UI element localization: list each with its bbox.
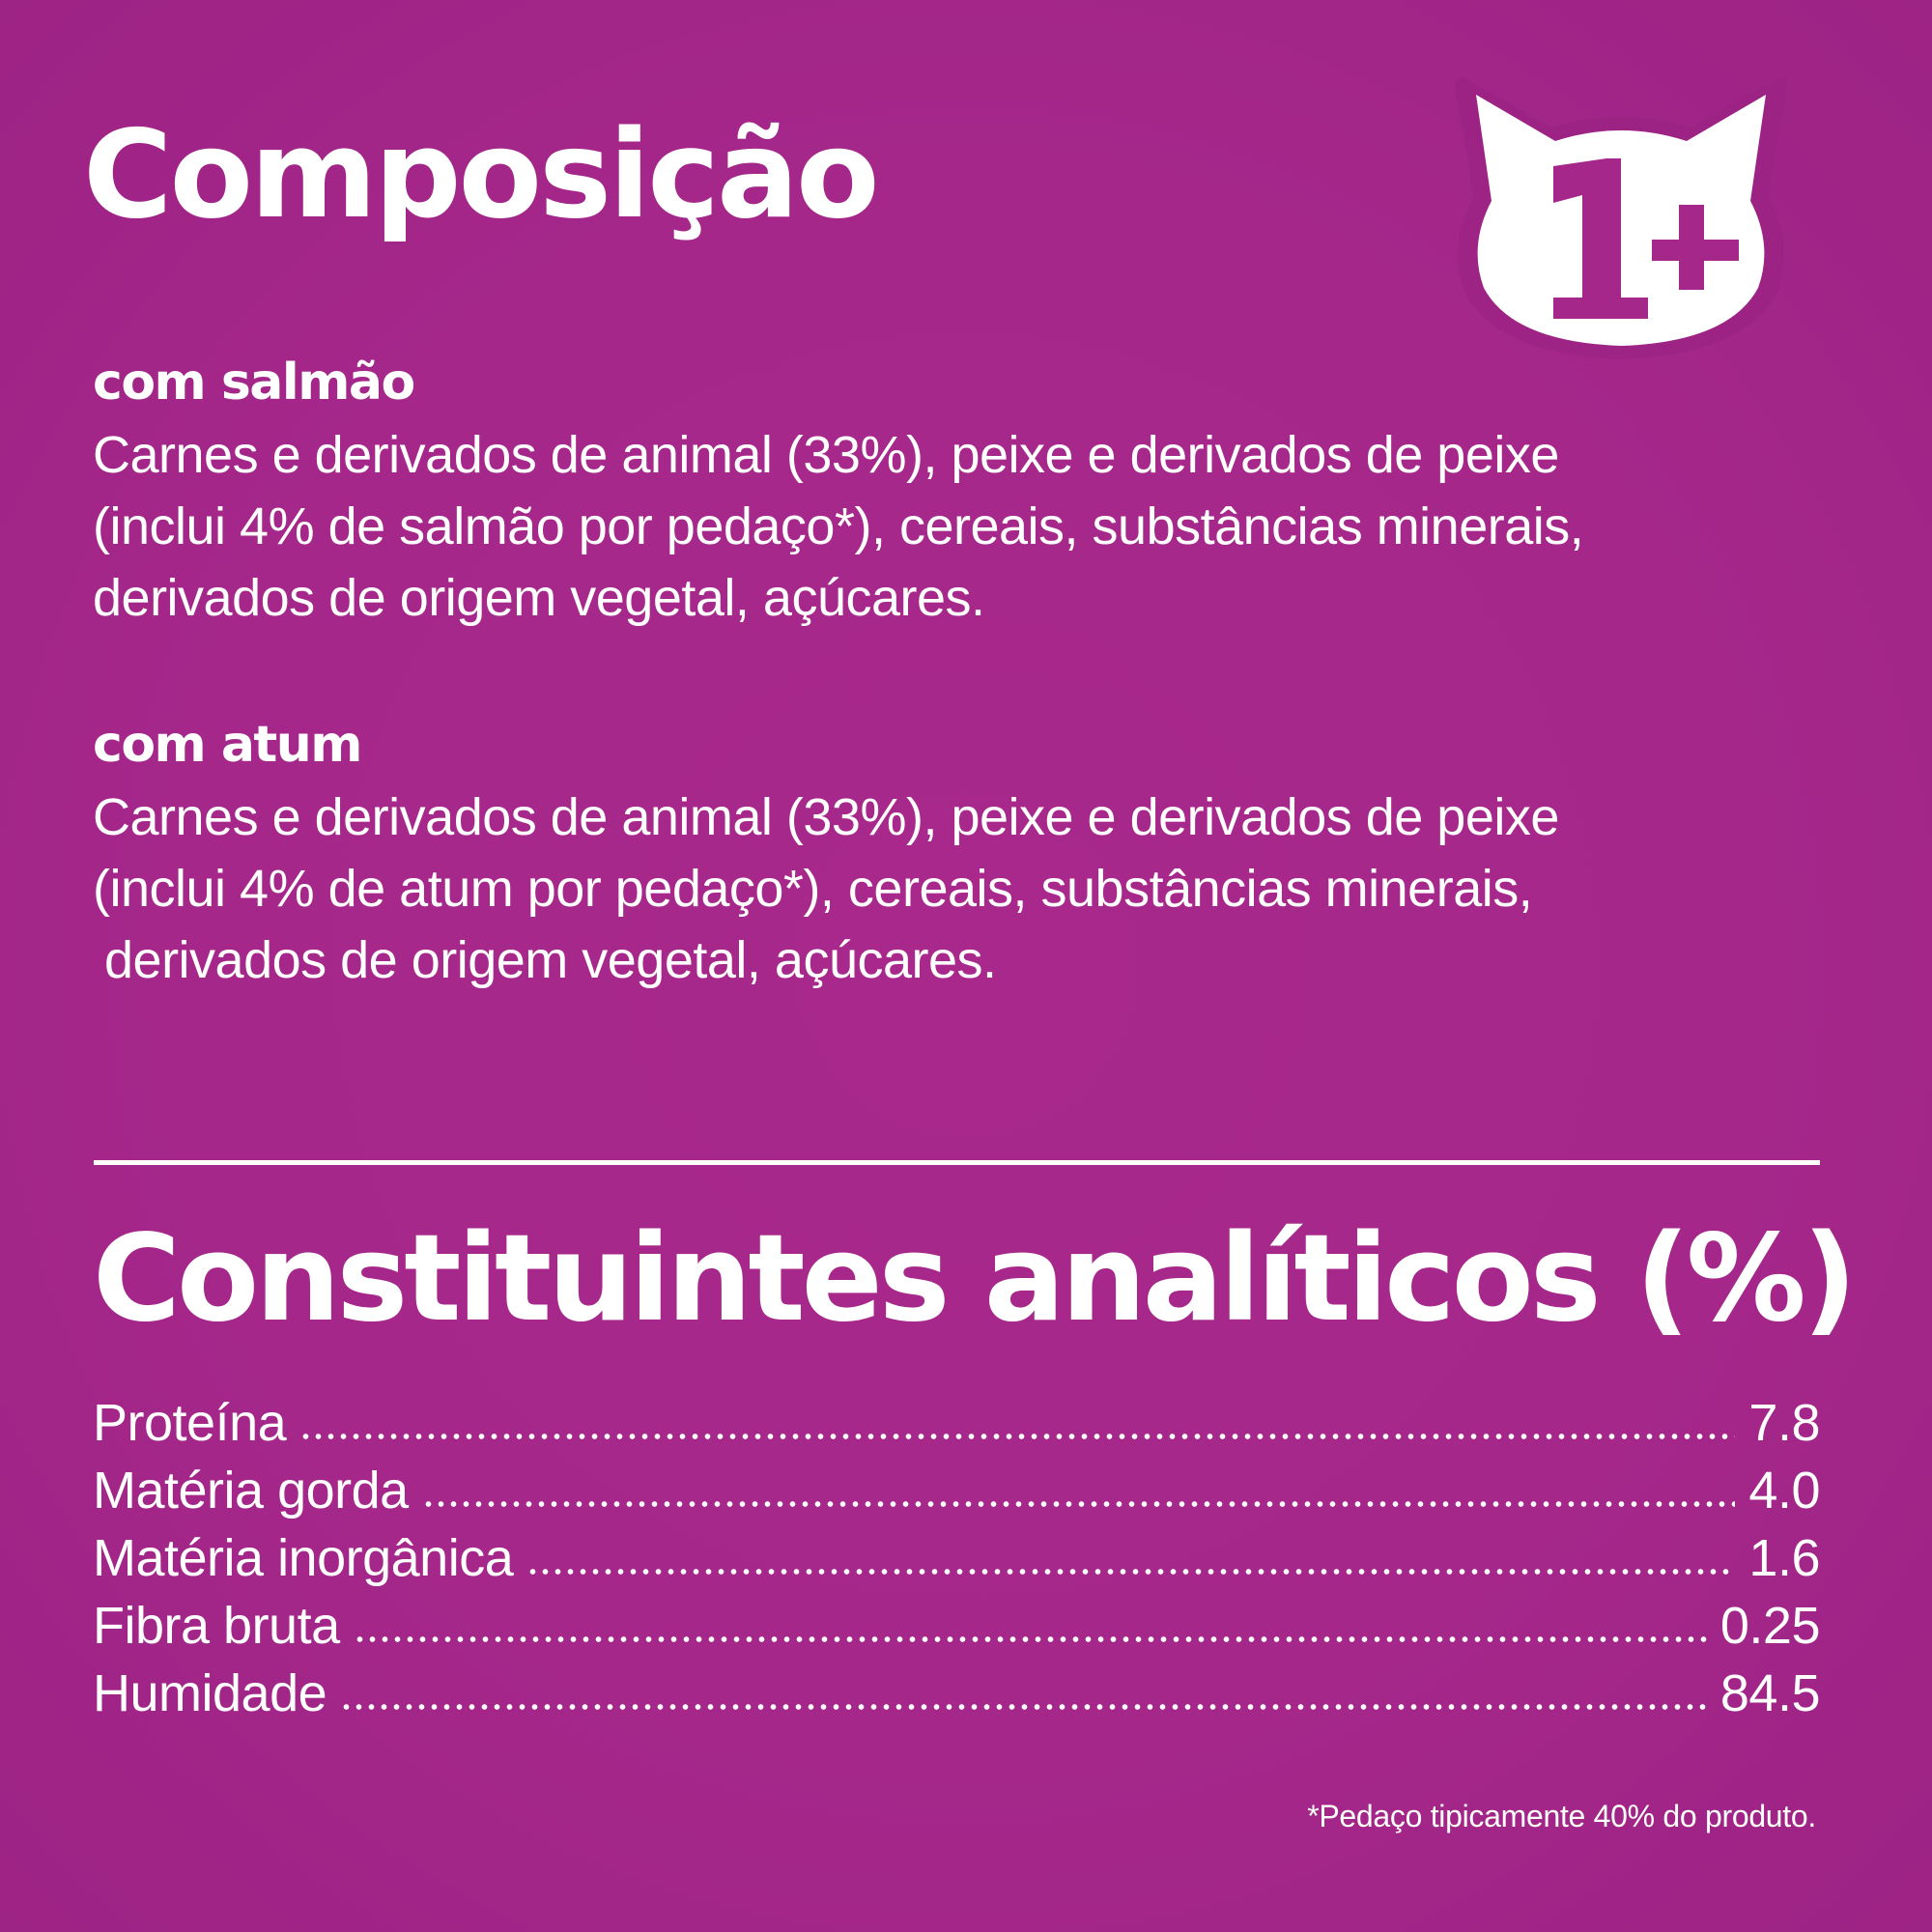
dot-leader — [340, 1703, 1707, 1711]
salmon-heading: com salmão — [93, 354, 415, 412]
analytical-table: Proteína 7.8 Matéria gorda 4.0 Matéria i… — [93, 1393, 1821, 1731]
ingredients-line: (inclui 4% de salmão por pedaço*), cerea… — [93, 497, 1584, 555]
table-row: Fibra bruta 0.25 — [93, 1596, 1821, 1663]
tuna-heading: com atum — [93, 716, 363, 774]
ingredients-line: Carnes e derivados de animal (33%), peix… — [93, 788, 1559, 846]
row-label: Fibra bruta — [93, 1597, 340, 1655]
analytical-title: Constituintes analíticos (%) — [93, 1209, 1857, 1349]
dot-leader — [421, 1500, 1736, 1508]
row-label: Matéria gorda — [93, 1462, 409, 1520]
row-value: 0.25 — [1719, 1597, 1821, 1655]
ingredients-line: derivados de origem vegetal, açúcares. — [104, 931, 997, 989]
dot-leader — [353, 1635, 1707, 1643]
row-label: Matéria inorgânica — [93, 1529, 514, 1587]
section-divider — [94, 1160, 1820, 1165]
row-value: 7.8 — [1748, 1394, 1820, 1452]
ingredients-line: (inclui 4% de atum por pedaço*), cereais… — [93, 860, 1533, 918]
row-value: 1.6 — [1748, 1529, 1820, 1587]
age-badge: 1+ — [1428, 60, 1814, 369]
row-value: 4.0 — [1748, 1462, 1820, 1520]
composition-title: Composição — [83, 103, 880, 245]
tuna-ingredients: Carnes e derivados de animal (33%), peix… — [93, 781, 1851, 996]
table-row: Matéria inorgânica 1.6 — [93, 1528, 1820, 1596]
footnote: *Pedaço tipicamente 40% do produto. — [1307, 1799, 1816, 1833]
dot-leader — [299, 1433, 1736, 1440]
row-label: Humidade — [93, 1664, 327, 1722]
cat-head-icon — [1455, 77, 1787, 359]
ingredients-line: Carnes e derivados de animal (33%), peix… — [93, 426, 1559, 484]
table-row: Proteína 7.8 — [93, 1393, 1820, 1461]
table-row: Humidade 84.5 — [93, 1663, 1821, 1731]
row-label: Proteína — [93, 1394, 287, 1452]
table-row: Matéria gorda 4.0 — [93, 1461, 1820, 1528]
dot-leader — [526, 1568, 1736, 1576]
composition-salmon: com salmão Carnes e derivados de animal … — [93, 357, 1851, 634]
salmon-ingredients: Carnes e derivados de animal (33%), peix… — [93, 419, 1851, 634]
composition-tuna: com atum Carnes e derivados de animal (3… — [93, 720, 1851, 996]
ingredients-line: derivados de origem vegetal, açúcares. — [93, 569, 985, 627]
row-value: 84.5 — [1719, 1664, 1821, 1722]
